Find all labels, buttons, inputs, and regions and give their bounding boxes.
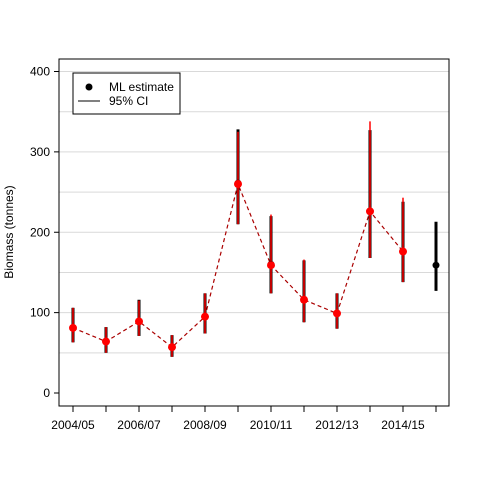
x-axis: 2004/05 2006/07 2008/09 2010/11 2012/13 2014/… [51,406,437,432]
point-red [234,180,242,189]
x-tick-label: 2012/13 [315,418,359,432]
legend-box [72,72,181,115]
y-tick-label: 0 [43,386,50,400]
y-axis: 0 100 200 300 400 [30,65,59,400]
y-tick-label: 200 [30,225,50,239]
point-red [300,295,308,304]
y-tick-label: 100 [30,306,50,320]
point-red [267,261,275,270]
point-red [333,309,341,318]
point-red [399,247,407,256]
x-tick-label: 2008/09 [183,418,227,432]
point-red [168,343,176,352]
x-tick-label: 2004/05 [51,418,95,432]
y-tick-label: 300 [30,145,50,159]
legend-label: ML estimate [109,80,174,94]
point-black [432,261,440,269]
legend-point-symbol [85,83,93,91]
x-tick-label: 2010/11 [250,418,293,432]
point-red [102,337,110,346]
x-tick-label: 2006/07 [117,418,161,432]
x-tick-label: 2014/15 [381,418,425,432]
point-red [201,312,209,321]
point-red [366,207,374,216]
point-red [135,317,143,326]
legend-label: 95% CI [109,94,148,108]
y-axis-label: Biomass (tonnes) [2,185,16,278]
point-red [69,323,77,332]
y-tick-label: 400 [30,65,50,79]
series-layer [69,121,440,357]
